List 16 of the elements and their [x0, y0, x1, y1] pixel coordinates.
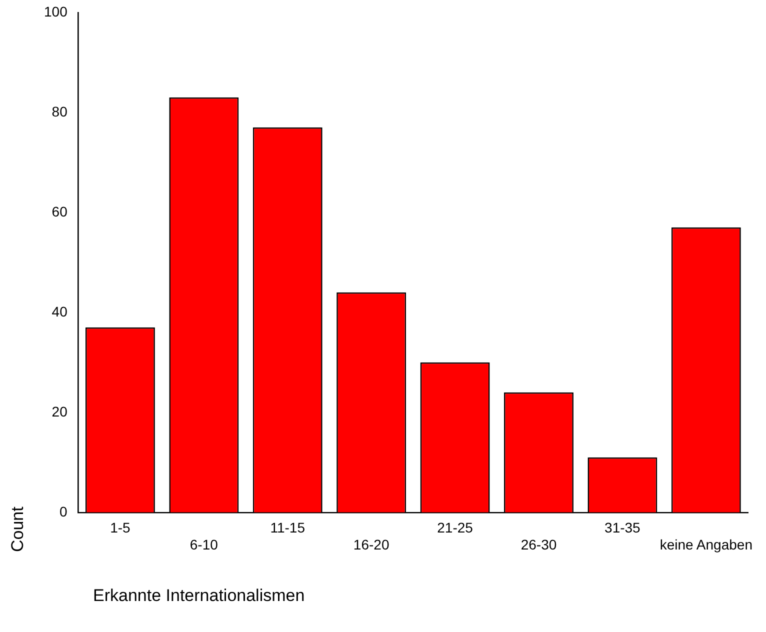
x-tick-label: 26-30 — [520, 536, 557, 552]
x-tick-label: 6-10 — [190, 536, 218, 552]
x-tick-label: 21-25 — [437, 520, 474, 536]
y-tick-label: 0 — [60, 503, 68, 520]
y-tick-label: 40 — [52, 303, 68, 320]
x-axis-title: Erkannte Internationalismen — [93, 586, 305, 606]
x-tick-label: 31-35 — [604, 520, 641, 536]
x-tick-label: 16-20 — [353, 536, 390, 552]
y-tick-label: 80 — [52, 103, 68, 120]
y-tick-label: 20 — [52, 403, 68, 420]
y-axis-title: Count — [8, 506, 28, 552]
y-tick-label: 60 — [52, 203, 68, 220]
y-tick-label: 100 — [44, 3, 68, 20]
x-tick-label: 11-15 — [270, 520, 306, 536]
x-tick-label: 1-5 — [110, 520, 131, 536]
x-tick-label: keine Angaben — [660, 536, 752, 552]
